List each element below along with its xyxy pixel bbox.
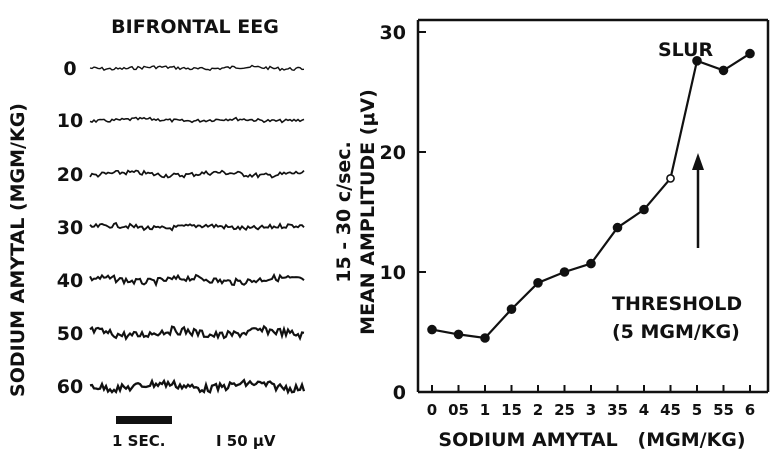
x-tick-label: 45 [660, 401, 681, 419]
eeg-trace [89, 116, 305, 124]
eeg-trace [89, 221, 305, 232]
amplitude-scale-label: I 50 μV [216, 432, 276, 450]
eeg-dose-label: 0 [63, 58, 76, 80]
data-point [559, 267, 570, 277]
x-tick-label: 6 [745, 401, 755, 419]
eeg-trace [89, 64, 305, 72]
x-tick-label: 05 [448, 401, 469, 419]
x-tick-label: 25 [554, 401, 575, 419]
amplitude-series-points [427, 48, 755, 343]
x-tick-label: 55 [713, 401, 734, 419]
eeg-trace [89, 169, 305, 179]
slur-annotation: SLUR [658, 39, 714, 61]
x-ticks: 0 05 1 15 2 25 3 35 4 45 5 55 6 [427, 385, 755, 419]
eeg-dose-label: 20 [57, 164, 83, 186]
x-tick-label: 0 [427, 401, 437, 419]
x-tick-label: 15 [501, 401, 522, 419]
y-axis-label-line1: 15 - 30 c/sec. [333, 141, 355, 283]
data-point [692, 55, 702, 66]
eeg-dose-axis-label: SODIUM AMYTAL (MGM/KG) [7, 103, 29, 397]
threshold-arrow [692, 153, 704, 248]
eeg-dose-label: 50 [57, 323, 83, 345]
threshold-annotation-line1: THRESHOLD [612, 293, 742, 315]
eeg-dose-labels: 0 10 20 30 40 50 60 [57, 58, 83, 398]
data-point [666, 173, 675, 183]
x-axis-label: SODIUM AMYTAL (MGM/KG) [438, 429, 745, 451]
time-scale-label: 1 SEC. [112, 432, 165, 450]
x-tick-label: 35 [607, 401, 628, 419]
data-point [453, 329, 464, 340]
x-tick-label: 4 [639, 401, 649, 419]
data-point [612, 222, 623, 233]
data-point [745, 48, 755, 59]
eeg-dose-label: 60 [57, 376, 83, 398]
eeg-panel: BIFRONTAL EEG SODIUM AMYTAL (MGM/KG) 0 10… [7, 16, 306, 450]
eeg-traces [89, 64, 306, 395]
data-point [480, 333, 490, 343]
threshold-arrow-head [692, 153, 704, 170]
y-tick-label: 10 [380, 262, 406, 284]
x-tick-label: 5 [692, 401, 702, 419]
data-point [586, 258, 596, 269]
data-point [506, 304, 517, 315]
eeg-dose-label: 40 [57, 270, 83, 292]
x-tick-label: 3 [586, 401, 596, 419]
y-tick-label: 20 [380, 142, 406, 164]
eeg-trace [89, 324, 305, 342]
y-tick-label: 30 [380, 22, 406, 44]
data-point [639, 204, 649, 215]
data-point [533, 277, 543, 288]
eeg-dose-label: 10 [57, 110, 83, 132]
threshold-annotation-line2: (5 MGM/KG) [612, 321, 740, 343]
x-tick-label: 1 [480, 401, 490, 419]
eeg-dose-label: 30 [57, 217, 83, 239]
y-axis-label-line2: MEAN AMPLITUDE (μV) [357, 89, 379, 335]
y-tick-label: 0 [393, 382, 406, 404]
eeg-trace [89, 377, 306, 395]
y-ticks: 0 10 20 30 [380, 22, 426, 404]
eeg-title: BIFRONTAL EEG [111, 16, 279, 38]
x-tick-label: 2 [533, 401, 543, 419]
data-point [427, 324, 437, 335]
data-point [718, 65, 729, 76]
time-scale-bar [116, 416, 172, 424]
eeg-trace [89, 272, 305, 288]
